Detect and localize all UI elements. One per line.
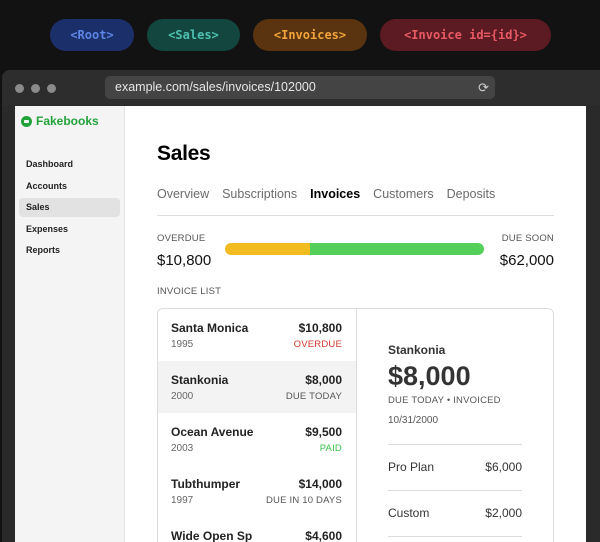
app-page: Fakebooks Dashboard Accounts Sales Expen… [15,106,586,542]
tab-overview[interactable]: Overview [157,187,210,201]
line-item-label: Pro Plan [388,460,435,474]
invoice-amount: $14,000 [298,477,342,491]
detail-divider [388,490,522,491]
invoice-amount: $10,800 [298,321,342,335]
tabs-divider [157,215,554,216]
invoice-year: 2003 [171,443,194,454]
tab-subscriptions[interactable]: Subscriptions [222,187,298,201]
invoice-name: Wide Open Sp [171,529,253,542]
invoice-row[interactable]: Wide Open Sp $4,600 [158,517,356,542]
due-soon-segment [310,243,484,255]
invoice-amount: $8,000 [305,373,342,387]
brand-name: Fakebooks [36,114,99,128]
main-content: Sales Overview Subscriptions Invoices Cu… [157,106,554,542]
invoice-progress-bar [225,243,484,255]
invoice-name: Santa Monica [171,321,249,335]
window-maximize-dot[interactable] [47,84,56,93]
invoice-detail: Stankonia $8,000 DUE TODAY • INVOICED 10… [388,309,522,542]
overdue-amount: $10,800 [157,252,212,269]
invoice-name: Tubthumper [171,477,241,491]
route-pill-invoices: <Invoices> [253,19,367,51]
sales-tabs: Overview Subscriptions Invoices Customer… [157,187,495,201]
sidebar-item-expenses[interactable]: Expenses [26,223,69,234]
sidebar-item-reports[interactable]: Reports [26,245,61,255]
detail-date: 10/31/2000 [388,415,439,426]
invoice-status: OVERDUE [293,339,342,350]
route-pill-root: <Root> [50,19,134,51]
due-soon-amount: $62,000 [499,252,554,269]
sidebar-item-accounts[interactable]: Accounts [26,180,68,191]
sidebar-item-dashboard[interactable]: Dashboard [26,159,74,169]
reload-icon[interactable]: ⟳ [478,80,489,95]
line-item-amount: $6,000 [485,460,522,474]
invoice-card: Santa Monica $10,800 1995 OVERDUE Stanko… [157,308,554,542]
line-item-label: Custom [388,506,430,520]
sidebar-item-sales[interactable]: Sales [19,198,120,217]
route-pill-sales: <Sales> [147,19,240,51]
invoice-name: Stankonia [171,373,229,387]
route-pill-invoice-id: <Invoice id={id}> [380,19,551,51]
window-close-dot[interactable] [15,84,24,93]
detail-status: DUE TODAY • INVOICED [388,395,501,406]
overdue-segment [225,243,311,255]
invoice-amount: $4,600 [305,529,342,542]
invoice-status: PAID [319,443,342,454]
invoice-status: DUE TODAY [285,391,342,402]
invoice-year: 2000 [171,391,194,402]
route-pill-bar: <Root> <Sales> <Invoices> <Invoice id={i… [0,0,600,70]
detail-divider [388,444,522,445]
browser-window: example.com/sales/invoices/102000 ⟳ Fake… [2,70,600,542]
tab-deposits[interactable]: Deposits [446,187,496,201]
overdue-label: OVERDUE [157,233,206,244]
invoice-list: Santa Monica $10,800 1995 OVERDUE Stanko… [158,309,357,542]
invoice-row[interactable]: Stankonia $8,000 2000 DUE TODAY [158,361,356,413]
browser-titlebar: example.com/sales/invoices/102000 ⟳ [2,70,600,105]
invoice-list-label: INVOICE LIST [157,286,222,297]
invoice-row[interactable]: Santa Monica $10,800 1995 OVERDUE [158,309,356,361]
tab-invoices[interactable]: Invoices [310,187,361,201]
line-item-amount: $2,000 [485,506,522,520]
detail-customer: Stankonia [388,343,446,357]
window-minimize-dot[interactable] [31,84,40,93]
invoice-status: DUE IN 10 DAYS [265,495,342,506]
address-bar[interactable]: example.com/sales/invoices/102000 ⟳ [105,76,495,99]
fakebooks-logo-icon [21,115,32,127]
detail-divider [388,536,522,537]
url-text[interactable]: example.com/sales/invoices/102000 [115,80,316,94]
invoice-year: 1995 [171,339,194,350]
invoice-row[interactable]: Ocean Avenue $9,500 2003 PAID [158,413,356,465]
sidebar-nav: Dashboard Accounts Sales Expenses Report… [19,155,120,263]
due-soon-label: DUE SOON [501,233,554,244]
sidebar: Fakebooks Dashboard Accounts Sales Expen… [15,106,125,542]
detail-amount: $8,000 [388,361,471,391]
invoice-year: 1997 [171,495,194,506]
invoice-row[interactable]: Tubthumper $14,000 1997 DUE IN 10 DAYS [158,465,356,517]
page-title: Sales [157,142,211,165]
invoice-amount: $9,500 [305,425,342,439]
invoice-name: Ocean Avenue [171,425,254,439]
brand[interactable]: Fakebooks [21,114,99,128]
tab-customers[interactable]: Customers [373,187,434,201]
